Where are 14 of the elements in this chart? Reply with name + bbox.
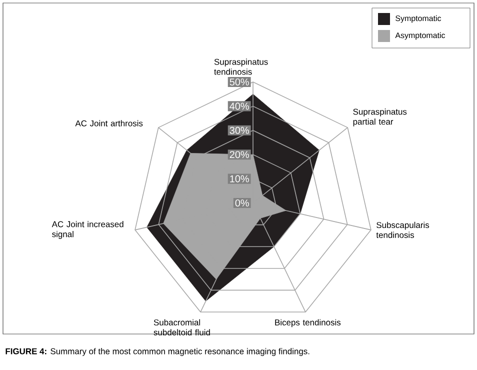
y-tick-label: 50%: [230, 78, 249, 86]
spoke-label: Biceps tendinosis: [275, 319, 341, 328]
y-tick-label: 0%: [235, 199, 249, 207]
spoke-label: Subacromial subdeltoid fluid: [154, 319, 210, 336]
spoke-label: AC Joint arthrosis: [75, 120, 143, 126]
spoke-label: Subscapularis tendinosis: [376, 222, 430, 238]
y-tick-label: 20%: [230, 151, 249, 158]
spoke-label: Supraspinatus partial tear: [353, 108, 407, 126]
y-tick-label: 40%: [230, 102, 249, 110]
y-tick-label: 10%: [230, 175, 249, 182]
y-tick-label: 30%: [230, 126, 249, 134]
spoke-label: Supraspinatus tendinosis: [214, 58, 268, 75]
spoke-label: AC Joint increased signal: [52, 220, 124, 239]
text: FIGURE 4: Summary of the most common magnetic resonance imaging findings.: [6, 348, 310, 356]
